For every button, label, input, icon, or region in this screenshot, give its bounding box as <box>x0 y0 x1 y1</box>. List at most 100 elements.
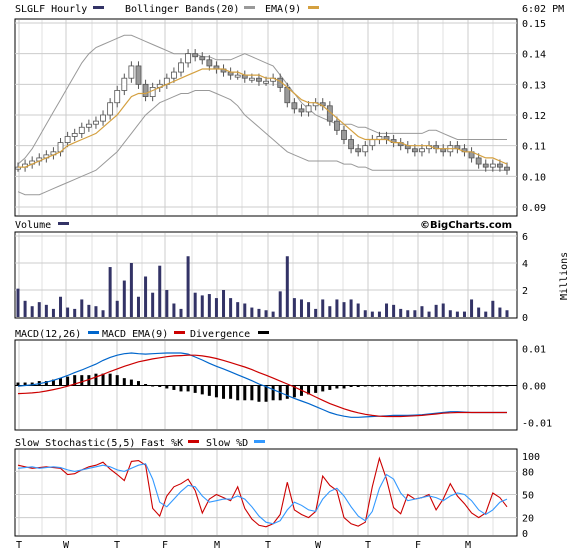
legend-macd: MACD(12,26) <box>15 329 81 340</box>
legend-ticker: SLGLF Hourly <box>15 4 87 15</box>
macd-legend: MACD(12,26) MACD EMA(9) Divergence <box>15 329 269 340</box>
divergence-bar <box>292 385 296 398</box>
volume-bar <box>413 310 417 317</box>
volume-bar <box>122 280 126 317</box>
volume-bar <box>491 300 495 317</box>
candle-body <box>171 71 177 79</box>
divergence-bar <box>207 385 211 396</box>
volume-bar <box>151 292 155 317</box>
divergence-bar <box>200 385 204 395</box>
volume-bar <box>59 296 63 317</box>
legend-macd-swatch <box>88 331 99 334</box>
candle-body <box>369 139 376 147</box>
divergence-bar <box>59 378 63 386</box>
x-tick-label: T <box>114 540 120 551</box>
legend-volume-swatch <box>58 222 69 225</box>
divergence-bar <box>16 382 20 386</box>
volume-bar <box>292 298 296 317</box>
ema-line <box>18 68 508 168</box>
stochastic-tick-label: 80 <box>522 467 534 478</box>
volume-bar <box>321 299 325 317</box>
volume-bar <box>37 302 41 317</box>
stochastic-tick-label: 100 <box>522 452 540 463</box>
divergence-bar <box>257 385 261 402</box>
time-label: 6:02 PM <box>522 4 564 15</box>
candle-body <box>142 83 149 98</box>
volume-bar <box>363 310 367 317</box>
candle-body <box>341 129 347 140</box>
volume-bar <box>271 311 275 317</box>
legend-macd-ema: MACD EMA(9) <box>102 329 168 340</box>
volume-bar <box>392 304 396 317</box>
volume-bar <box>243 303 247 317</box>
volume-bar <box>505 310 509 317</box>
volume-bar <box>129 263 133 317</box>
divergence-bar <box>420 385 424 387</box>
candle-body <box>482 163 489 168</box>
price-tick-label: 0.12 <box>522 111 546 122</box>
candle-body <box>192 53 199 58</box>
divergence-bar <box>243 385 247 401</box>
macd-signal-line <box>17 354 507 418</box>
volume-bar <box>193 292 197 317</box>
candle-body <box>78 126 85 134</box>
divergence-bar <box>477 385 481 387</box>
stochastic-legend: Slow Stochastic(5,5) Fast %K Slow %D <box>15 438 265 449</box>
volume-bar <box>299 299 303 317</box>
divergence-bar <box>115 375 119 386</box>
stochastic-plot: 100 80 50 20 0 <box>17 452 540 540</box>
candle-body <box>263 80 269 84</box>
volume-bar <box>307 302 311 317</box>
volume-bar <box>498 307 502 317</box>
volume-bar <box>73 308 77 317</box>
candle-body <box>489 163 496 168</box>
candle-body <box>298 108 305 113</box>
legend-ema: EMA(9) <box>265 4 301 15</box>
candle-body <box>475 157 482 165</box>
candle-body <box>504 166 510 171</box>
volume-bar <box>200 295 204 317</box>
volume-bar <box>179 308 183 317</box>
legend-stochastic: Slow Stochastic(5,5) <box>15 438 135 449</box>
volume-bar <box>264 310 268 317</box>
candle-body <box>206 59 213 67</box>
volume-bar <box>314 308 318 317</box>
divergence-bar <box>448 385 452 387</box>
divergence-bar <box>363 385 367 387</box>
volume-bar <box>462 311 466 317</box>
volume-bar <box>23 300 27 317</box>
divergence-bar <box>87 375 91 386</box>
legend-ema-swatch <box>308 6 319 9</box>
divergence-bar <box>285 385 289 399</box>
volume-bar <box>30 306 34 317</box>
volume-bar <box>236 302 240 317</box>
divergence-bar <box>392 385 396 387</box>
volume-bar <box>427 311 431 317</box>
volume-bar <box>66 307 70 317</box>
volume-tick-label: 0 <box>522 313 528 324</box>
divergence-bar <box>377 385 381 387</box>
volume-bar <box>207 294 211 317</box>
stochastic-tick-label: 20 <box>522 514 534 525</box>
divergence-bar <box>136 381 140 386</box>
volume-bar <box>94 306 98 317</box>
macd-tick-label: 0.01 <box>522 345 546 356</box>
candle-body <box>107 102 114 116</box>
legend-divergence: Divergence <box>190 329 250 340</box>
divergence-bar <box>271 385 275 401</box>
candle-body <box>411 148 418 153</box>
legend-bollinger: Bollinger Bands(20) <box>125 4 239 15</box>
volume-bar <box>470 299 474 317</box>
divergence-bar <box>264 385 268 402</box>
candle-body <box>334 120 340 131</box>
candle-body <box>362 145 369 153</box>
divergence-bar <box>101 373 105 386</box>
stochastic-tick-label: 50 <box>522 491 534 502</box>
divergence-bar <box>172 385 176 390</box>
volume-axis-label: Millions <box>559 252 570 300</box>
volume-bar <box>434 304 438 317</box>
volume-bar <box>115 300 119 317</box>
x-tick-label: W <box>63 540 70 551</box>
